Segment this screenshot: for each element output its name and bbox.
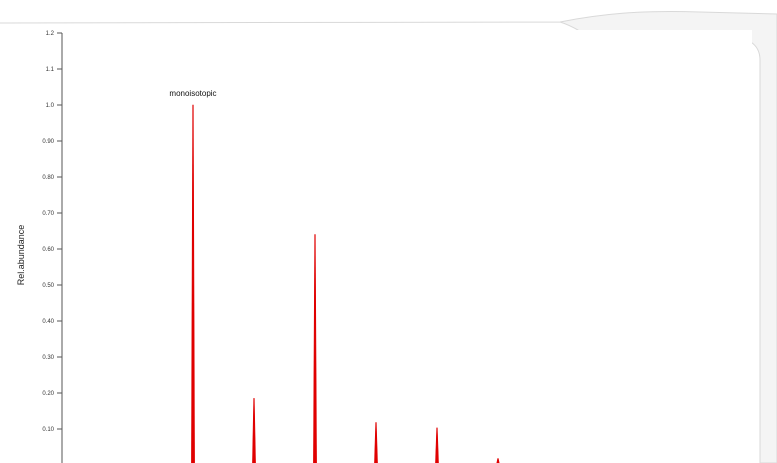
y-tick-label: 0.70 [42, 211, 54, 217]
y-tick-label: 0.90 [42, 139, 54, 145]
peak-4 [374, 422, 378, 463]
annotations: monoisotopic [169, 89, 216, 98]
y-tick-label: 0.40 [42, 319, 54, 325]
plot-background [62, 30, 752, 463]
y-tick-label: 0.80 [42, 175, 54, 181]
y-tick-label: 0.30 [42, 355, 54, 361]
y-axis-title: Rel.abundance [16, 225, 26, 286]
y-axis-ticks: 0.10 0.20 0.30 0.40 0.50 0.60 0.70 0.80 0.90 1.0 1… [42, 31, 62, 433]
y-tick-label: 0.10 [42, 427, 54, 433]
peak-3 [313, 234, 317, 463]
peak-1 [191, 104, 195, 463]
y-tick-label: 0.50 [42, 283, 54, 289]
y-tick-label: 1.0 [46, 103, 55, 109]
peak-5 [435, 427, 439, 463]
y-tick-label: 1.2 [46, 31, 55, 37]
peak-6 [496, 458, 500, 463]
monoisotopic-label: monoisotopic [169, 89, 216, 98]
peak-2 [252, 398, 256, 463]
y-tick-label: 1.1 [46, 67, 55, 73]
peak-series [191, 104, 500, 463]
y-tick-label: 0.60 [42, 247, 54, 253]
y-tick-label: 0.20 [42, 391, 54, 397]
